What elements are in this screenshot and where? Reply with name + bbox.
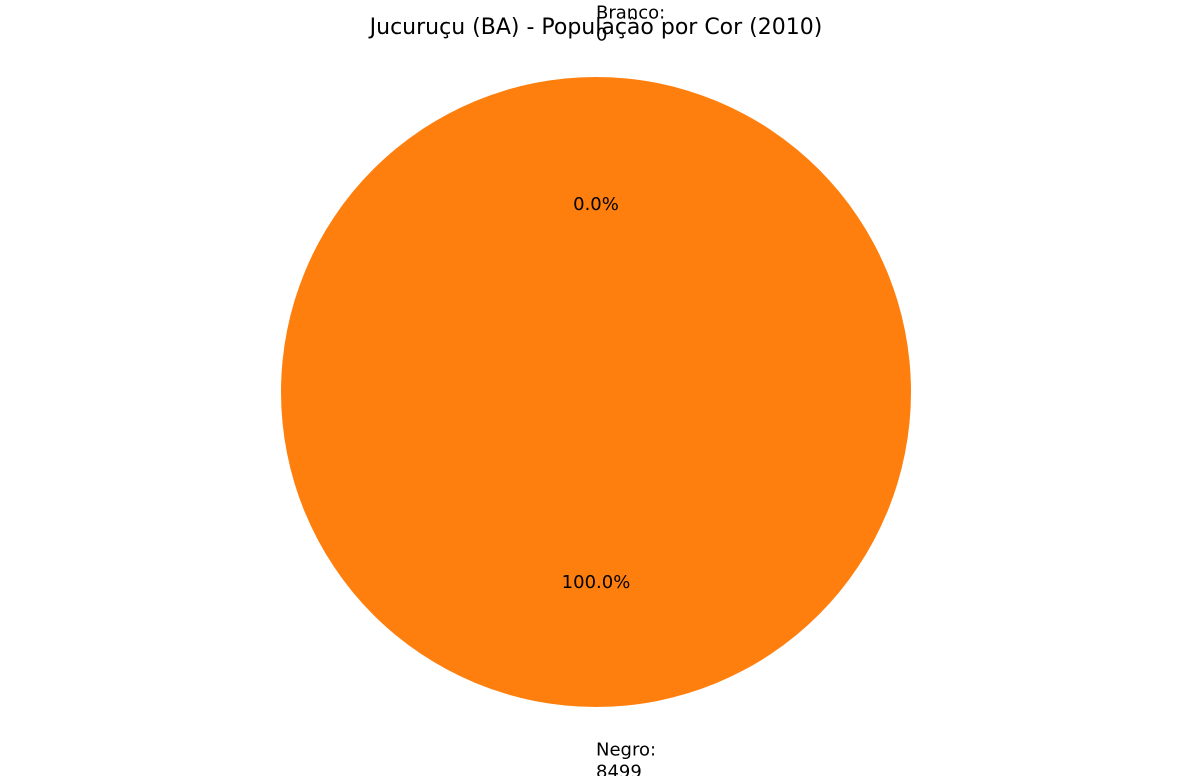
pie-labels: 0.0% Branco: 0 100.0% Negro: 8499 <box>562 3 665 776</box>
pie-category-label-negro: Negro: 8499 <box>596 740 656 776</box>
chart-title: Jucuruçu (BA) - População por Cor (2010) <box>368 15 823 40</box>
pie-percent-label-branco: 0.0% <box>573 194 619 215</box>
pie-slices <box>281 77 911 707</box>
pie-percent-label-negro: 100.0% <box>562 572 631 593</box>
pie-slice-negro <box>281 77 911 707</box>
pie-category-label-branco: Branco: 0 <box>596 3 665 46</box>
